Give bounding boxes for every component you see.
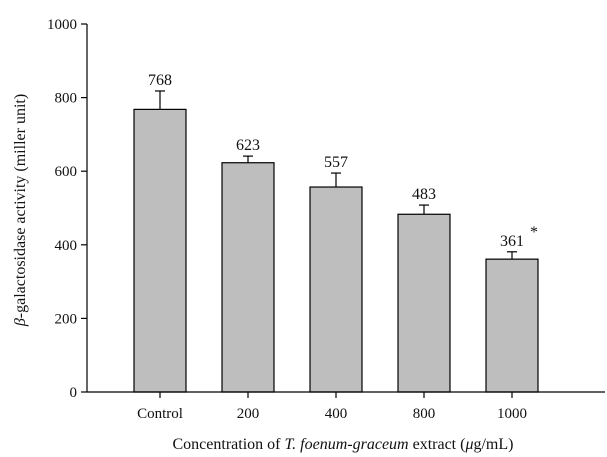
bar [397, 213, 451, 393]
y-tick-label: 0 [70, 385, 78, 401]
x-tick-label: 1000 [497, 406, 527, 422]
data-label: 557 [324, 154, 348, 171]
data-label: 361 [500, 233, 524, 250]
x-axis-title: Concentration of T. foenum-graceum extra… [173, 436, 514, 453]
data-label: 768 [148, 72, 172, 89]
bar [309, 186, 363, 393]
significance-marker: * [530, 224, 538, 241]
x-axis-title-prefix: Concentration of [173, 436, 285, 453]
x-tick-label: Control [137, 406, 183, 422]
y-tick-label: 200 [55, 311, 78, 327]
y-tick-label: 800 [55, 91, 78, 107]
bar [133, 108, 187, 393]
y-tick-label: 400 [55, 238, 78, 254]
data-label: 483 [412, 186, 436, 203]
y-axis-ticks: 0 200 400 600 800 1000 [47, 17, 87, 401]
y-tick-label: 1000 [47, 17, 77, 33]
y-tick-label: 600 [55, 164, 78, 180]
bars: 768 623 557 483 361 * [133, 72, 539, 393]
x-axis-title-unit: g/mL) [473, 436, 513, 453]
data-label: 623 [236, 137, 260, 154]
x-axis-ticks: Control 200 400 800 1000 [137, 392, 527, 422]
y-axis-title: β-galactosidase activity (miller unit) [12, 94, 29, 327]
x-tick-label: 400 [325, 406, 348, 422]
x-tick-label: 800 [413, 406, 436, 422]
x-axis-title-mu: μ [464, 436, 473, 453]
bar [221, 162, 275, 393]
y-axis-title-text: -galactosidase activity (miller unit) [12, 94, 29, 318]
bar [485, 258, 539, 393]
x-tick-label: 200 [237, 406, 260, 422]
y-axis-title-symbol: β [12, 318, 29, 327]
x-axis-title-species: T. foenum-graceum [284, 436, 408, 453]
x-axis-title-middle: extract ( [409, 436, 466, 453]
